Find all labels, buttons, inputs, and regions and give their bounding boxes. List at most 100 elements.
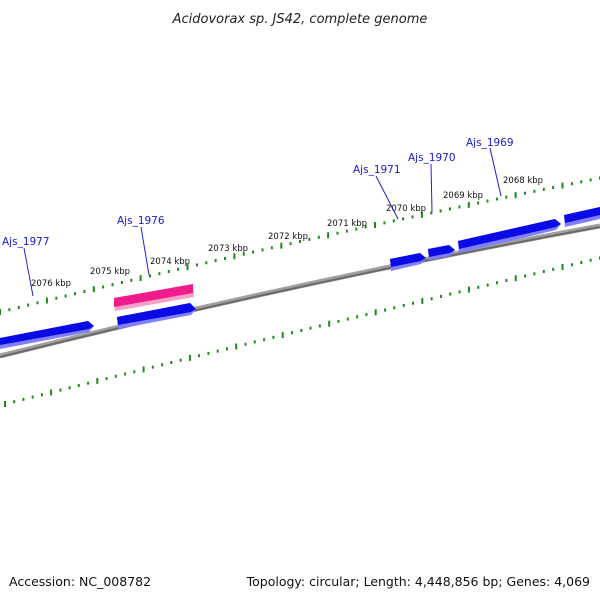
inner-row-major-tick xyxy=(374,309,377,316)
inner-row-minor-tick xyxy=(449,292,452,296)
gene-label-ajs-1969[interactable]: Ajs_1969 xyxy=(466,137,514,149)
gene-ajs-1977-feature[interactable] xyxy=(0,321,94,349)
outer-row-major-tick xyxy=(420,211,423,218)
inner-row-major-tick xyxy=(328,320,331,327)
gene-ajs-1968-feature[interactable] xyxy=(564,207,600,227)
inner-row-minor-tick xyxy=(589,258,592,262)
outer-row-minor-tick xyxy=(411,215,414,219)
inner-row-minor-tick xyxy=(77,384,80,387)
inner-row-minor-tick xyxy=(13,400,16,404)
outer-row-minor-tick xyxy=(364,225,367,229)
inner-row-minor-tick xyxy=(207,351,210,355)
gene-ajs-1971-feature[interactable] xyxy=(390,253,426,271)
outer-row-minor-tick xyxy=(449,207,451,211)
inner-row-major-tick xyxy=(468,286,470,293)
kbp-label-2071: 2071 kbp xyxy=(327,219,367,229)
gene-label-ajs-1971[interactable]: Ajs_1971 xyxy=(353,164,401,176)
inner-row-minor-tick xyxy=(412,301,414,305)
outer-row-minor-tick xyxy=(130,278,133,282)
inner-row-minor-tick xyxy=(198,354,201,358)
inner-row-minor-tick xyxy=(542,270,545,273)
outer-row-minor-tick xyxy=(167,270,170,273)
outer-row-major-tick xyxy=(92,286,95,293)
kbp-label-2075: 2075 kbp xyxy=(90,267,130,277)
leader-line-ajs-1970 xyxy=(430,163,433,213)
outer-row-minor-tick xyxy=(102,285,105,289)
inner-row-minor-tick xyxy=(179,358,182,362)
outer-row-minor-tick xyxy=(439,209,442,213)
outer-row-minor-tick xyxy=(111,283,114,287)
outer-row-minor-tick xyxy=(195,263,198,267)
inner-row-minor-tick xyxy=(244,342,247,346)
inner-row-minor-tick xyxy=(365,313,368,317)
inner-row-major-tick xyxy=(188,354,191,361)
inner-row-major-tick xyxy=(142,366,145,373)
outer-row-major-tick xyxy=(327,232,330,239)
inner-row-minor-tick xyxy=(524,274,527,278)
outer-row-minor-tick xyxy=(8,308,11,312)
inner-row-minor-tick xyxy=(59,388,62,392)
leader-line-ajs-1977 xyxy=(23,247,34,297)
outer-row-major-tick xyxy=(374,222,376,228)
gene-label-ajs-1976[interactable]: Ajs_1976 xyxy=(117,215,165,227)
gene-ajs-1970-feature[interactable] xyxy=(428,245,455,260)
leader-line-ajs-1971 xyxy=(375,175,399,220)
inner-row-minor-tick xyxy=(124,372,127,376)
inner-row-minor-tick xyxy=(458,290,461,294)
outer-row-minor-tick xyxy=(261,248,264,252)
genome-backbone xyxy=(0,223,600,359)
outer-row-minor-tick xyxy=(177,267,180,271)
inner-row-major-tick xyxy=(50,389,53,396)
outer-row-minor-tick xyxy=(149,274,151,278)
accession-text: Accession: NC_008782 xyxy=(9,574,151,589)
inner-row-minor-tick xyxy=(263,338,266,342)
outer-row-minor-tick xyxy=(355,227,358,231)
outer-row-minor-tick xyxy=(458,205,461,209)
kbp-label-2076: 2076 kbp xyxy=(31,279,71,289)
inner-row-minor-tick xyxy=(505,279,508,282)
inner-row-minor-tick xyxy=(114,374,117,378)
inner-row-major-tick xyxy=(561,264,564,270)
outer-row-major-tick xyxy=(514,192,517,199)
outer-row-minor-tick xyxy=(36,301,39,305)
inner-row-minor-tick xyxy=(68,386,71,390)
outer-row-minor-tick xyxy=(308,237,311,241)
outer-row-minor-tick xyxy=(158,272,161,276)
kbp-label-2074: 2074 kbp xyxy=(150,257,190,267)
inner-row-minor-tick xyxy=(477,285,480,289)
inner-row-minor-tick xyxy=(356,315,359,319)
outer-row-minor-tick xyxy=(345,229,348,233)
gene-ajs-1975-feature[interactable] xyxy=(117,303,196,329)
inner-row-major-tick xyxy=(514,275,517,282)
kbp-label-2072: 2072 kbp xyxy=(268,232,308,242)
outer-row-minor-tick xyxy=(205,261,208,265)
outer-row-minor-tick xyxy=(299,240,301,243)
outer-row-major-tick xyxy=(280,242,283,249)
kbp-label-2069: 2069 kbp xyxy=(443,191,483,201)
inner-row-minor-tick xyxy=(496,281,498,285)
genome-summary-text: Topology: circular; Length: 4,448,856 bp… xyxy=(246,574,590,589)
gene-ajs-1976-feature[interactable] xyxy=(114,284,194,311)
gene-label-ajs-1970[interactable]: Ajs_1970 xyxy=(408,152,456,164)
outer-row-minor-tick xyxy=(317,235,320,239)
inner-row-minor-tick xyxy=(170,361,173,364)
outer-row-minor-tick xyxy=(392,219,395,223)
outer-row-major-tick xyxy=(186,264,189,271)
inner-row-minor-tick xyxy=(216,349,219,353)
outer-row-minor-tick xyxy=(27,303,30,307)
outer-row-minor-tick xyxy=(224,257,226,260)
outer-row-minor-tick xyxy=(17,305,20,309)
inner-row-minor-tick xyxy=(570,263,573,267)
outer-row-major-tick xyxy=(561,182,564,189)
kbp-label-2068: 2068 kbp xyxy=(503,176,543,186)
inner-row-major-tick xyxy=(235,343,238,350)
inner-row-minor-tick xyxy=(272,335,275,339)
gene-ajs-1969-feature[interactable] xyxy=(458,219,561,253)
outer-row-minor-tick xyxy=(383,221,386,225)
outer-tick-row xyxy=(0,176,600,315)
inner-row-minor-tick xyxy=(253,340,256,344)
inner-row-major-tick xyxy=(421,297,424,304)
gene-label-ajs-1977[interactable]: Ajs_1977 xyxy=(2,236,50,248)
outer-row-minor-tick xyxy=(74,292,76,296)
